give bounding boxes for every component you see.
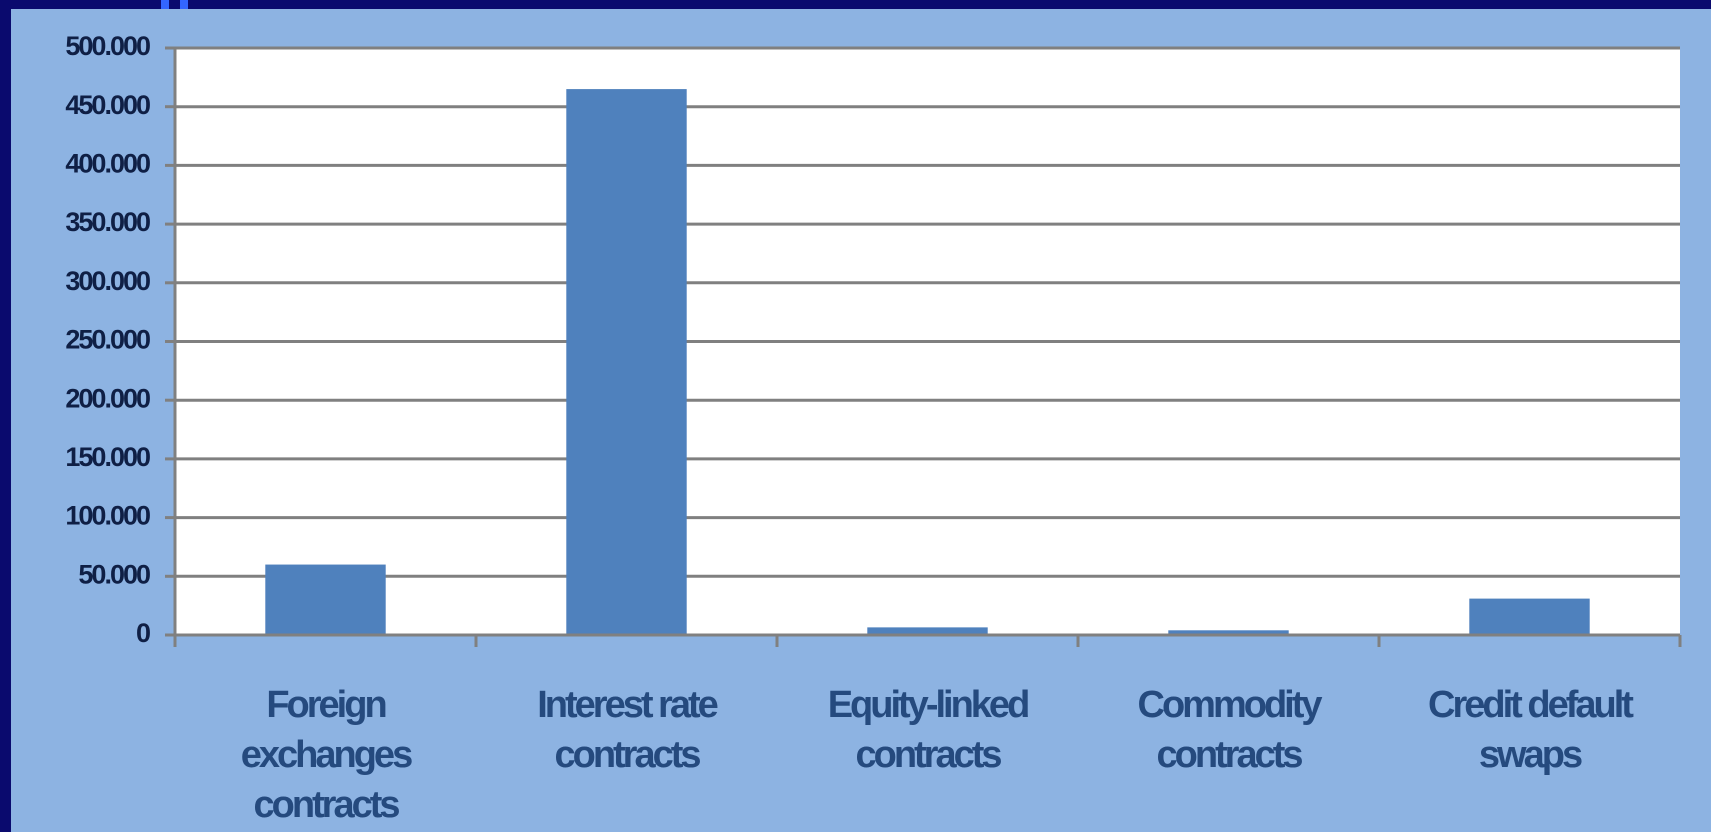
y-tick-label: 350.000 xyxy=(65,207,150,237)
corner-mark xyxy=(180,0,188,9)
bar xyxy=(1469,598,1590,635)
x-tick-label: Credit default swaps xyxy=(1428,684,1634,776)
corner-mark xyxy=(161,0,169,9)
y-tick-label: 400.000 xyxy=(65,149,150,179)
y-tick-label: 500.000 xyxy=(65,31,150,61)
y-tick-label: 300.000 xyxy=(65,266,150,296)
y-tick-label: 150.000 xyxy=(65,442,150,472)
y-tick-label: 50.000 xyxy=(78,559,150,589)
y-tick-label: 250.000 xyxy=(65,325,150,355)
y-tick-label: 450.000 xyxy=(65,90,150,120)
y-tick-label: 0 xyxy=(136,618,150,648)
x-tick-label: Commodity contracts xyxy=(1137,684,1323,776)
x-tick-label: Interest rate contracts xyxy=(537,684,719,776)
x-tick-label: Foreign exchanges contracts xyxy=(240,684,413,826)
bar xyxy=(1168,630,1289,635)
x-tick-label: Equity-linked contracts xyxy=(827,684,1031,776)
bar xyxy=(566,89,687,636)
y-tick-label: 100.000 xyxy=(65,501,150,531)
bar xyxy=(867,627,988,635)
bar xyxy=(265,564,386,635)
y-tick-label: 200.000 xyxy=(65,383,150,413)
